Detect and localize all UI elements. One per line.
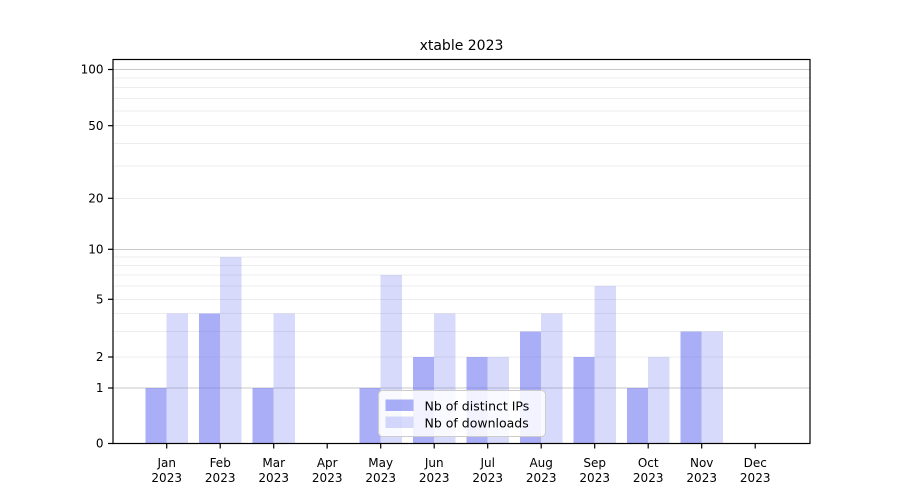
x-tick-label-sep-2023: Sep 2023: [579, 456, 610, 485]
y-tick-label-2: 2: [96, 350, 104, 364]
plot-border: [112, 58, 811, 445]
tick-marks-and-labels: 0 1 2 5 10 20 50 100 Jan 2023 Feb 2023 Mar 2023 Apr 202…: [81, 63, 771, 485]
x-tick-label-aug-2023: Aug 2023: [526, 456, 557, 485]
bar-nb-of-distinct-ips-mar-2023: [252, 388, 274, 444]
x-tick-label-nov-2023: Nov 2023: [686, 456, 717, 485]
bar-nb-of-downloads-feb-2023: [220, 256, 242, 444]
x-tick-label-jun-2023: Jun 2023: [419, 456, 450, 485]
bar-nb-of-distinct-ips-jan-2023: [145, 388, 167, 444]
y-tick-label-50: 50: [88, 119, 103, 133]
x-tick-label-dec-2023: Dec 2023: [740, 456, 771, 485]
legend: Nb of distinct IPs Nb of downloads: [378, 390, 546, 437]
legend-label-distinct-ips: Nb of distinct IPs: [425, 399, 530, 414]
x-tick-label-apr-2023: Apr 2023: [312, 456, 343, 485]
bar-nb-of-distinct-ips-oct-2023: [626, 388, 649, 444]
minor-gridlines: [113, 77, 810, 358]
bar-nb-of-downloads-mar-2023: [273, 313, 296, 444]
bar-nb-of-downloads-nov-2023: [701, 331, 724, 444]
x-tick-label-jul-2023: Jul 2023: [472, 456, 503, 485]
bar-nb-of-downloads-sep-2023: [594, 286, 617, 444]
bar-nb-of-distinct-ips-sep-2023: [573, 357, 595, 444]
chart-title: xtable 2023: [420, 38, 504, 54]
y-tick-label-20: 20: [88, 192, 103, 206]
bar-nb-of-downloads-aug-2023: [541, 313, 563, 444]
axes: [112, 58, 811, 445]
x-tick-label-feb-2023: Feb 2023: [205, 456, 236, 485]
x-tick-label-may-2023: May 2023: [365, 456, 396, 485]
x-tick-label-mar-2023: Mar 2023: [258, 456, 289, 485]
y-tick-label-1: 1: [96, 381, 104, 395]
bar-nb-of-downloads-jan-2023: [166, 313, 189, 444]
bar-nb-of-distinct-ips-nov-2023: [680, 331, 702, 444]
legend-box: [378, 390, 546, 437]
bar-nb-of-distinct-ips-feb-2023: [198, 313, 221, 444]
legend-swatch-distinct-ips: [385, 399, 414, 411]
legend-label-downloads: Nb of downloads: [425, 416, 529, 431]
y-tick-label-5: 5: [96, 293, 104, 307]
x-tick-label-oct-2023: Oct 2023: [633, 456, 664, 485]
y-tick-label-0: 0: [96, 437, 104, 451]
bar-nb-of-downloads-oct-2023: [648, 357, 670, 444]
x-tick-label-jan-2023: Jan 2023: [151, 456, 182, 485]
legend-swatch-downloads: [385, 416, 414, 428]
y-tick-label-10: 10: [88, 243, 103, 257]
y-tick-label-100: 100: [81, 63, 104, 77]
bar-nb-of-distinct-ips-may-2023: [359, 388, 381, 444]
